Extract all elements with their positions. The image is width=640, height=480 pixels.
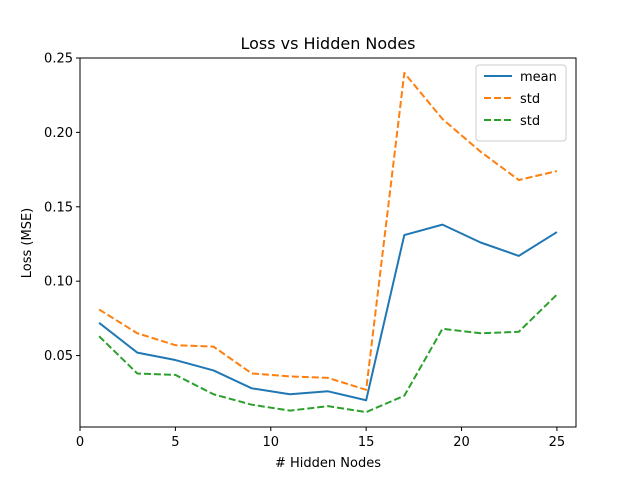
x-tick-label: 0 xyxy=(76,435,84,450)
y-tick-label: 0.15 xyxy=(44,200,73,215)
legend-label-2: std xyxy=(520,114,540,129)
x-tick-label: 15 xyxy=(358,435,375,450)
plot-area xyxy=(79,57,577,428)
y-tick-label: 0.25 xyxy=(44,52,73,67)
y-tick-label: 0.05 xyxy=(44,349,73,364)
y-tick-label: 0.10 xyxy=(44,275,73,290)
y-axis: 0.05 0.10 0.15 0.20 0.25 xyxy=(44,52,80,364)
series-line-std-1 xyxy=(98,71,558,391)
legend: mean std std xyxy=(475,64,567,142)
legend-label-0: mean xyxy=(520,70,557,85)
y-tick-label: 0.20 xyxy=(44,126,73,141)
y-axis-label: Loss (MSE) xyxy=(20,208,35,278)
chart-title: Loss vs Hidden Nodes xyxy=(240,34,415,53)
legend-label-1: std xyxy=(520,92,540,107)
x-tick-label: 5 xyxy=(171,435,179,450)
x-axis-label: # Hidden Nodes xyxy=(275,456,381,471)
x-axis: 0 5 10 15 20 25 xyxy=(76,427,565,450)
x-tick-label: 10 xyxy=(262,435,279,450)
x-tick-label: 20 xyxy=(453,435,470,450)
plot-frame xyxy=(79,57,577,428)
x-tick-label: 25 xyxy=(549,435,566,450)
series-line-std-2 xyxy=(98,293,558,414)
series-line-mean-0 xyxy=(98,223,558,402)
legend-box xyxy=(475,64,567,142)
